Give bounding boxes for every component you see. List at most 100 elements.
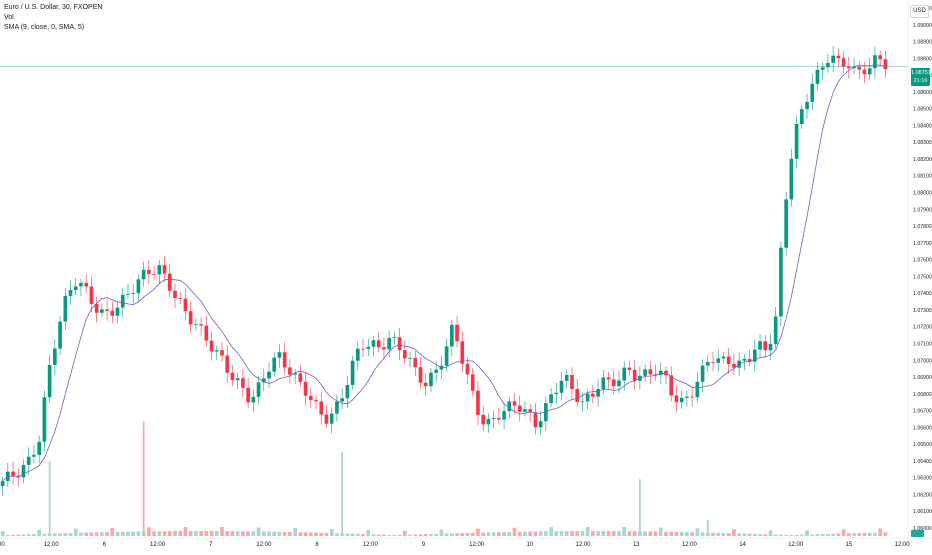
volume-bar (183, 527, 188, 536)
volume-spike-bar (706, 519, 709, 536)
volume-value-tag (911, 530, 924, 537)
price-tick-label: 1.07500 (913, 274, 932, 280)
candle-body (141, 269, 146, 280)
volume-bar (481, 532, 486, 536)
volume-bar (371, 534, 376, 536)
volume-bar (314, 532, 318, 536)
candle-body (648, 369, 653, 375)
volume-bar (324, 532, 329, 536)
time-axis[interactable]: 00 12:00 6 12:00 7 12:00 8 12:00 9 12:00 10 12:00 13… (0, 542, 910, 548)
price-tick-label: 1.07200 (913, 325, 932, 331)
volume-bar (282, 531, 287, 536)
volume-bar (392, 534, 397, 536)
time-tick-label: 15 (846, 542, 853, 548)
candle-body (392, 337, 397, 339)
candle-body (627, 367, 632, 370)
candle-body (434, 369, 438, 373)
volume-bar (16, 534, 21, 536)
candle-body (32, 454, 36, 457)
candle-body (355, 348, 360, 361)
volume-bar (648, 531, 653, 536)
price-tick-label: 1.08300 (913, 140, 932, 146)
volume-bar (779, 534, 783, 536)
candle-body (282, 352, 287, 368)
candle-body (763, 341, 768, 351)
volume-bar (862, 532, 867, 536)
candle-body (188, 311, 193, 325)
candle-body (84, 282, 89, 287)
currency-button[interactable]: USD (910, 5, 929, 18)
candle-body (120, 294, 125, 308)
volume-bar (878, 528, 882, 536)
candle-body (241, 378, 245, 388)
price-tick-label: 1.07100 (913, 341, 932, 347)
candle-body (0, 481, 5, 487)
volume-bar (220, 527, 224, 536)
volume-bar (554, 531, 559, 536)
candle-body (230, 372, 235, 381)
candle-body (429, 372, 433, 387)
price-tick-label: 1.07300 (913, 308, 932, 314)
volume-indicator-label[interactable]: Vol (4, 14, 14, 21)
candle-body (700, 365, 705, 382)
price-tick-label: 1.06000 (913, 526, 932, 532)
candle-body (512, 401, 517, 406)
volume-bar (126, 531, 130, 536)
time-tick-label: 12:00 (363, 542, 379, 548)
volume-bar (235, 531, 240, 536)
volume-bar (476, 528, 480, 536)
volume-bar (293, 528, 297, 536)
time-tick-label: 12:00 (575, 542, 591, 548)
volume-bar (53, 533, 57, 536)
candle-body (826, 62, 830, 68)
volume-bar (288, 531, 292, 536)
volume-bar (799, 534, 804, 536)
time-tick-label: 12:00 (469, 542, 485, 548)
volume-bar (162, 531, 167, 536)
candle-body (711, 361, 715, 363)
volume-bar (418, 534, 423, 536)
candle-body (841, 58, 846, 67)
volume-bar (789, 534, 794, 536)
volume-bar (873, 532, 877, 536)
volume-bar (199, 531, 203, 536)
volume-bar (591, 531, 595, 536)
volume-bar (0, 531, 5, 536)
time-tick-label: 14 (739, 542, 746, 548)
volume-bar (815, 534, 820, 536)
volume-bar (335, 533, 339, 536)
price-tick-label: 1.08000 (913, 191, 932, 197)
volume-bar (523, 531, 527, 536)
volume-bar (89, 532, 94, 536)
volume-bar (486, 532, 491, 536)
volume-bar (167, 531, 172, 536)
volume-bar (606, 531, 611, 536)
candle-body (867, 68, 872, 75)
sma-indicator-label[interactable]: SMA (9, close, 0, SMA, 5) (4, 24, 85, 31)
volume-bar (517, 531, 522, 536)
candle-body (674, 395, 679, 403)
candle-body (68, 290, 73, 296)
volume-bar (669, 531, 674, 536)
candle-body (21, 464, 26, 478)
volume-bar (100, 532, 104, 536)
volume-bar (58, 533, 62, 536)
symbol-title[interactable]: Euro / U.S. Dollar, 30, FXOPEN (4, 4, 103, 11)
candle-body (58, 321, 62, 349)
volume-bar (768, 530, 773, 536)
candle-body (533, 412, 538, 428)
candle-body (37, 441, 42, 455)
candle-body (73, 286, 78, 291)
volume-bar (272, 531, 277, 536)
volume-bar (173, 531, 177, 536)
candle-body (836, 55, 841, 59)
volume-bar (716, 532, 721, 536)
candle-body (658, 370, 663, 375)
candle-body (721, 356, 726, 359)
price-tick-label: 1.08500 (913, 107, 932, 113)
volume-bar (329, 529, 334, 536)
candle-body (308, 395, 313, 401)
candle-body (147, 269, 151, 274)
